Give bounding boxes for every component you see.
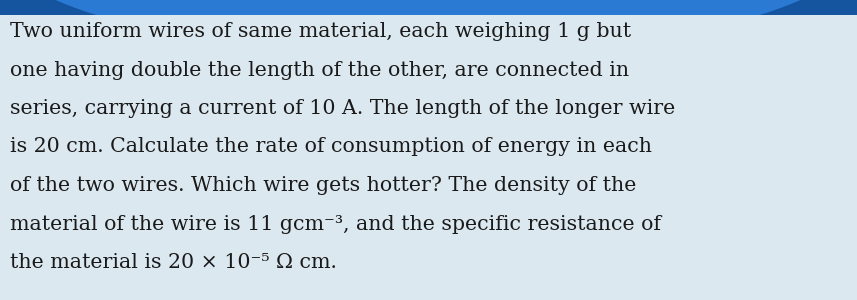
Text: series, carrying a current of 10 A. The length of the longer wire: series, carrying a current of 10 A. The … xyxy=(10,99,675,118)
Ellipse shape xyxy=(0,0,857,100)
Text: the material is 20 × 10⁻⁵ Ω cm.: the material is 20 × 10⁻⁵ Ω cm. xyxy=(10,253,337,272)
Text: of the two wires. Which wire gets hotter? The density of the: of the two wires. Which wire gets hotter… xyxy=(10,176,637,195)
Ellipse shape xyxy=(0,0,857,55)
Text: Two uniform wires of same material, each weighing 1 g but: Two uniform wires of same material, each… xyxy=(10,22,631,41)
Text: one having double the length of the other, are connected in: one having double the length of the othe… xyxy=(10,61,629,80)
Text: is 20 cm. Calculate the rate of consumption of energy in each: is 20 cm. Calculate the rate of consumpt… xyxy=(10,137,652,157)
Text: material of the wire is 11 gcm⁻³, and the specific resistance of: material of the wire is 11 gcm⁻³, and th… xyxy=(10,214,661,233)
